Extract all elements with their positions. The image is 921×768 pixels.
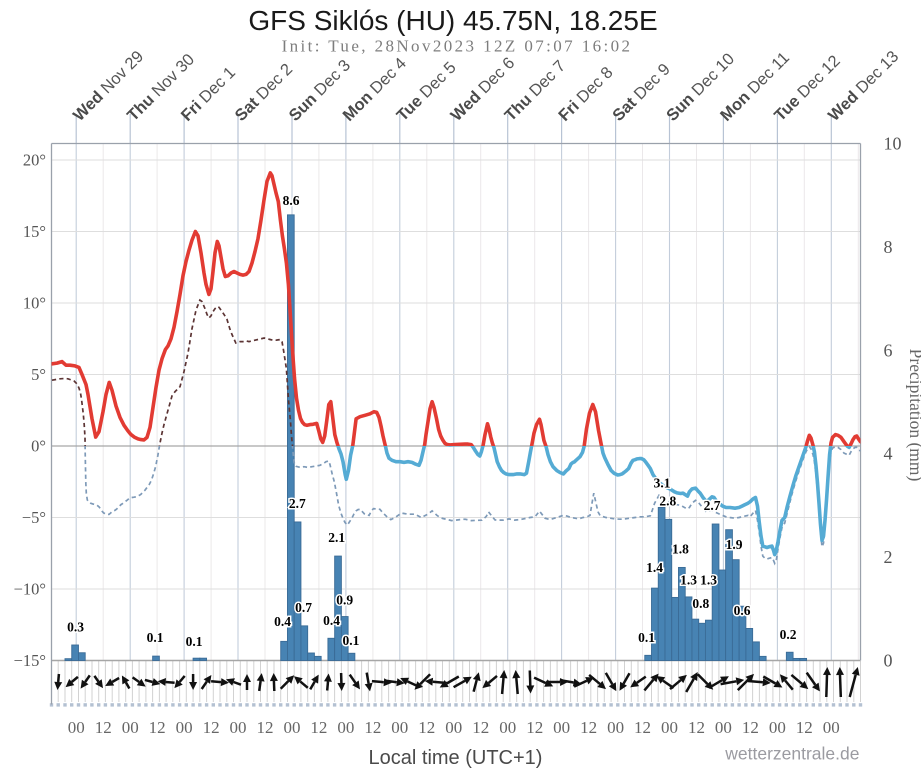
svg-text:0.7: 0.7 bbox=[295, 600, 312, 615]
svg-text:GFS Siklós (HU) 45.75N, 18.25E: GFS Siklós (HU) 45.75N, 18.25E bbox=[248, 5, 657, 36]
svg-text:0.2: 0.2 bbox=[780, 627, 797, 642]
svg-text:0.1: 0.1 bbox=[186, 634, 203, 649]
svg-text:00: 00 bbox=[607, 718, 624, 737]
svg-text:00: 00 bbox=[284, 718, 301, 737]
svg-text:00: 00 bbox=[553, 718, 570, 737]
svg-text:0.3: 0.3 bbox=[67, 620, 84, 635]
svg-text:00: 00 bbox=[445, 718, 462, 737]
svg-text:8: 8 bbox=[884, 237, 893, 257]
svg-text:5°: 5° bbox=[31, 365, 46, 384]
svg-text:−10°: −10° bbox=[14, 580, 46, 599]
svg-text:15°: 15° bbox=[23, 222, 46, 241]
svg-text:10: 10 bbox=[884, 134, 902, 154]
svg-text:12: 12 bbox=[418, 718, 435, 737]
svg-text:12: 12 bbox=[149, 718, 166, 737]
svg-text:1.3: 1.3 bbox=[700, 573, 717, 588]
svg-text:0.4: 0.4 bbox=[323, 613, 340, 628]
svg-text:0.8: 0.8 bbox=[692, 596, 709, 611]
svg-text:12: 12 bbox=[257, 718, 274, 737]
svg-text:12: 12 bbox=[310, 718, 327, 737]
svg-text:12: 12 bbox=[796, 718, 813, 737]
svg-text:0.1: 0.1 bbox=[147, 630, 164, 645]
svg-text:2: 2 bbox=[884, 547, 893, 567]
svg-text:00: 00 bbox=[823, 718, 840, 737]
svg-text:00: 00 bbox=[769, 718, 786, 737]
svg-text:0.6: 0.6 bbox=[734, 603, 751, 618]
svg-text:2.7: 2.7 bbox=[289, 496, 306, 511]
svg-text:00: 00 bbox=[715, 718, 732, 737]
svg-text:wetterzentrale.de: wetterzentrale.de bbox=[724, 744, 859, 764]
svg-text:00: 00 bbox=[661, 718, 678, 737]
svg-text:4: 4 bbox=[884, 444, 893, 464]
svg-text:−15°: −15° bbox=[14, 651, 46, 670]
svg-text:00: 00 bbox=[176, 718, 193, 737]
svg-text:1.3: 1.3 bbox=[680, 573, 697, 588]
svg-text:2.7: 2.7 bbox=[704, 498, 721, 513]
svg-text:12: 12 bbox=[526, 718, 543, 737]
svg-text:0.9: 0.9 bbox=[336, 592, 353, 607]
svg-text:20°: 20° bbox=[23, 151, 46, 170]
svg-text:2.1: 2.1 bbox=[328, 530, 345, 545]
svg-text:3.1: 3.1 bbox=[654, 476, 671, 491]
svg-text:12: 12 bbox=[95, 718, 112, 737]
svg-text:8.6: 8.6 bbox=[283, 193, 300, 208]
svg-text:Local time (UTC+1): Local time (UTC+1) bbox=[369, 747, 543, 768]
svg-text:12: 12 bbox=[472, 718, 489, 737]
svg-text:12: 12 bbox=[634, 718, 651, 737]
svg-text:0°: 0° bbox=[31, 437, 46, 456]
svg-text:00: 00 bbox=[122, 718, 139, 737]
svg-text:0: 0 bbox=[884, 651, 893, 671]
svg-text:12: 12 bbox=[580, 718, 597, 737]
svg-text:1.4: 1.4 bbox=[646, 560, 663, 575]
svg-text:12: 12 bbox=[688, 718, 705, 737]
svg-text:1.9: 1.9 bbox=[726, 537, 743, 552]
svg-text:00: 00 bbox=[499, 718, 516, 737]
svg-text:Init: Tue, 28Nov2023 12Z 07:07: Init: Tue, 28Nov2023 12Z 07:07 16:02 bbox=[282, 37, 633, 56]
svg-text:10°: 10° bbox=[23, 294, 46, 313]
svg-text:00: 00 bbox=[230, 718, 247, 737]
svg-text:00: 00 bbox=[337, 718, 354, 737]
svg-text:00: 00 bbox=[68, 718, 85, 737]
svg-text:0.1: 0.1 bbox=[342, 633, 359, 648]
svg-text:−5°: −5° bbox=[22, 508, 46, 527]
svg-text:Precipitation (mm): Precipitation (mm) bbox=[906, 349, 921, 482]
svg-text:1.8: 1.8 bbox=[672, 542, 689, 557]
svg-text:0.1: 0.1 bbox=[638, 630, 655, 645]
svg-text:0.4: 0.4 bbox=[274, 614, 291, 629]
svg-text:2.8: 2.8 bbox=[659, 494, 676, 509]
svg-text:6: 6 bbox=[884, 340, 893, 360]
svg-text:00: 00 bbox=[391, 718, 408, 737]
svg-text:12: 12 bbox=[364, 718, 381, 737]
svg-text:12: 12 bbox=[742, 718, 759, 737]
svg-text:12: 12 bbox=[203, 718, 220, 737]
